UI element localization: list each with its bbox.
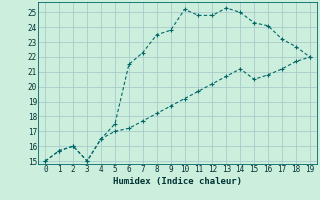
X-axis label: Humidex (Indice chaleur): Humidex (Indice chaleur) [113, 177, 242, 186]
